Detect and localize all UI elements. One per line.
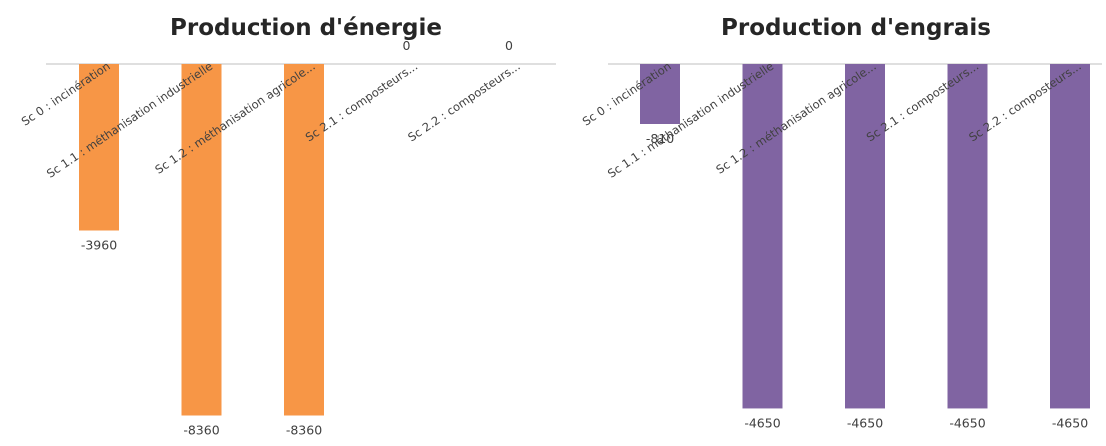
data-label: -8360 <box>183 423 219 438</box>
bar <box>181 64 222 416</box>
category-label: Sc 2.2 : composteurs... <box>405 59 522 145</box>
data-label: 0 <box>403 38 411 53</box>
bar <box>284 64 324 416</box>
bar <box>947 64 988 409</box>
chart-title: Production d'énergie <box>170 15 442 41</box>
data-label: -810 <box>646 131 674 146</box>
bar <box>845 64 885 409</box>
bar <box>1050 64 1090 409</box>
data-label: -3960 <box>81 238 117 253</box>
data-label: -4650 <box>744 415 780 430</box>
data-label: 0 <box>505 38 513 53</box>
bar <box>640 64 680 124</box>
data-label: -4650 <box>847 415 883 430</box>
data-label: -8360 <box>286 423 322 438</box>
bar <box>742 64 783 409</box>
data-label: -4650 <box>949 415 985 430</box>
chart-title: Production d'engrais <box>721 15 991 41</box>
bar <box>79 64 119 231</box>
data-label: -4650 <box>1052 415 1088 430</box>
